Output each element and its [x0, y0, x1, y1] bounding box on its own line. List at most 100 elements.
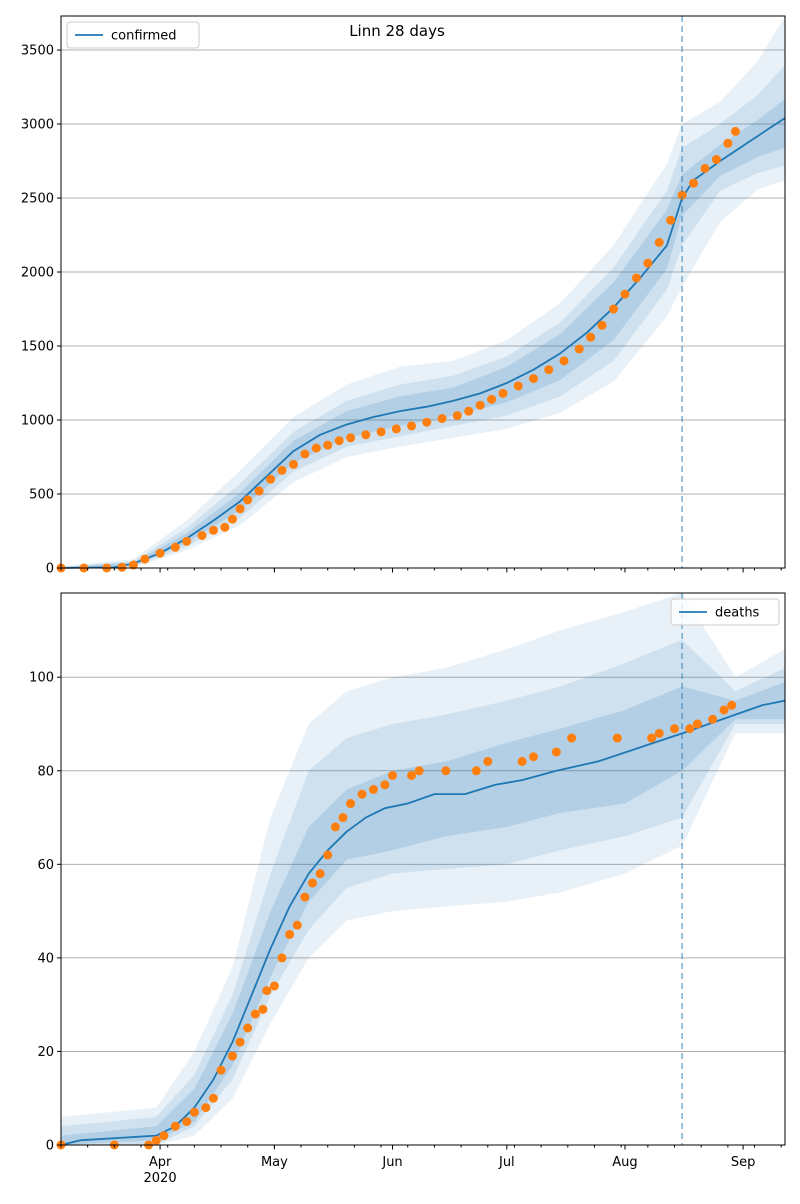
- y-tick-label: 20: [37, 1045, 54, 1060]
- model-line-deaths: [60, 699, 786, 1146]
- observed-point: [574, 344, 584, 354]
- observed-point: [346, 799, 356, 809]
- observed-point: [407, 421, 417, 431]
- observed-point: [414, 766, 424, 776]
- observed-point: [441, 766, 451, 776]
- observed-point: [620, 289, 630, 299]
- observed-point: [567, 733, 577, 743]
- y-tick-label: 2500: [21, 192, 54, 207]
- observed-point: [254, 486, 264, 496]
- x-tick-label: Aug: [612, 1155, 637, 1170]
- observed-point: [631, 273, 641, 283]
- legend-box: [670, 598, 780, 626]
- observed-point: [151, 1135, 161, 1145]
- y-tick-label: 3000: [21, 118, 54, 133]
- x-tick-label: May: [261, 1155, 288, 1170]
- observed-point: [692, 719, 702, 729]
- observed-point: [159, 1131, 169, 1141]
- observed-point: [227, 1051, 237, 1061]
- observed-point: [437, 414, 447, 424]
- observed-point: [711, 155, 721, 165]
- observed-point: [517, 756, 527, 766]
- observed-point: [609, 304, 619, 314]
- observed-point: [235, 1037, 245, 1047]
- observed-point: [117, 562, 127, 572]
- observed-point: [368, 784, 378, 794]
- observed-point: [666, 215, 676, 225]
- observed-point: [277, 953, 287, 963]
- observed-point: [551, 747, 561, 757]
- y-tick-label: 100: [29, 671, 54, 686]
- observed-point: [388, 770, 398, 780]
- observed-point: [464, 406, 474, 416]
- legend-label: confirmed: [111, 29, 177, 44]
- observed-point: [170, 1121, 180, 1131]
- observed-point: [307, 878, 317, 888]
- x-tick-label: Jul: [498, 1155, 515, 1170]
- axes-frame: [60, 592, 786, 1146]
- observed-point: [647, 733, 657, 743]
- observed-point: [277, 465, 287, 475]
- observed-point: [338, 813, 348, 823]
- y-tick-label: 3500: [21, 44, 54, 59]
- observed-point: [262, 986, 272, 996]
- observed-point: [235, 504, 245, 514]
- y-tick-label: 40: [37, 951, 54, 966]
- figure-title: Linn 28 days: [349, 22, 445, 40]
- observed-point: [269, 981, 279, 991]
- observed-point: [380, 780, 390, 790]
- observed-point: [182, 1117, 192, 1127]
- observed-point: [220, 522, 230, 532]
- uncertainty-band-middle: [61, 64, 785, 569]
- observed-point: [452, 411, 462, 421]
- observed-point: [197, 530, 207, 540]
- observed-point: [487, 394, 497, 404]
- uncertainty-band-inner: [61, 681, 785, 1145]
- observed-point: [216, 1065, 226, 1075]
- observed-point: [544, 365, 554, 375]
- observed-point: [586, 332, 596, 342]
- y-tick-label: 80: [37, 764, 54, 779]
- observed-point: [227, 514, 237, 524]
- observed-point: [612, 733, 622, 743]
- observed-point: [208, 525, 218, 535]
- observed-point: [323, 440, 333, 450]
- observed-point: [311, 443, 321, 453]
- observed-point: [170, 542, 180, 552]
- observed-point: [285, 929, 295, 939]
- x-tick-label: Apr: [149, 1155, 172, 1170]
- observed-point: [346, 433, 356, 443]
- model-line-confirmed: [60, 117, 786, 569]
- observed-point: [471, 766, 481, 776]
- y-tick-label: 1000: [21, 414, 54, 429]
- x-tick-label: Jun: [381, 1155, 402, 1170]
- y-tick-label: 2000: [21, 266, 54, 281]
- legend-label: deaths: [715, 606, 760, 621]
- observed-point: [376, 427, 386, 437]
- observed-point: [669, 724, 679, 734]
- observed-point: [700, 163, 710, 173]
- observed-point: [559, 356, 569, 366]
- observed-point: [300, 449, 310, 459]
- observed-point: [334, 436, 344, 446]
- observed-point: [288, 459, 298, 469]
- x-tick-label: Sep: [731, 1155, 756, 1170]
- observed-point: [529, 374, 539, 384]
- observed-point: [189, 1107, 199, 1117]
- uncertainty-band-outer: [61, 593, 785, 1145]
- observed-point: [719, 705, 729, 715]
- observed-point: [208, 1093, 218, 1103]
- observed-point: [422, 417, 432, 427]
- observed-point: [391, 424, 401, 434]
- observed-point: [498, 388, 508, 398]
- observed-point: [182, 536, 192, 546]
- observed-point: [330, 822, 340, 832]
- legend-box: [66, 21, 200, 49]
- observed-point: [689, 178, 699, 188]
- observed-point: [140, 554, 150, 564]
- observed-point: [258, 1004, 268, 1014]
- observed-point: [685, 724, 695, 734]
- observed-point: [597, 320, 607, 330]
